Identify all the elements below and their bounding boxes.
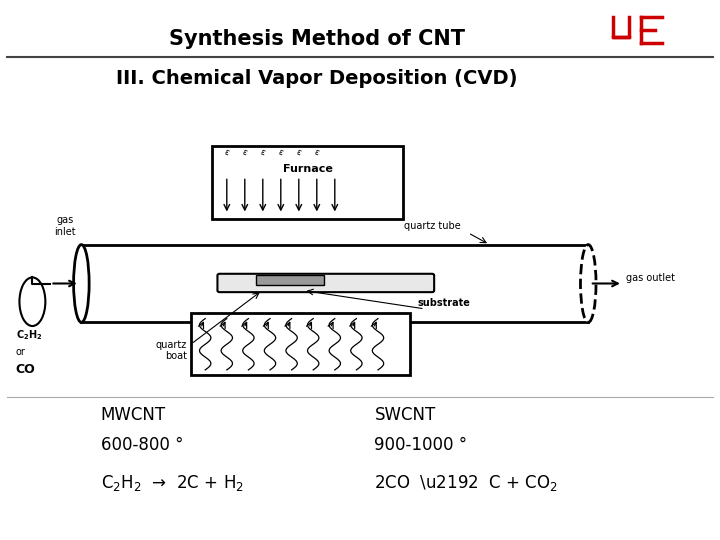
Bar (212, 146, 403, 219)
Text: 2CO  \u2192  C + $\mathregular{CO_2}$: 2CO \u2192 C + $\mathregular{CO_2}$ (374, 473, 558, 494)
Text: ε: ε (313, 147, 320, 157)
Ellipse shape (73, 245, 89, 322)
Text: 600-800 °: 600-800 ° (101, 436, 184, 455)
Text: gas
inlet: gas inlet (54, 215, 76, 237)
Text: gas outlet: gas outlet (626, 273, 675, 283)
Text: Furnace: Furnace (283, 164, 333, 174)
Text: $\mathregular{C_2H_2}$  →  2C + $\mathregular{H_2}$: $\mathregular{C_2H_2}$ → 2C + $\mathregu… (101, 473, 244, 494)
Text: ε: ε (295, 147, 302, 157)
FancyBboxPatch shape (217, 274, 434, 292)
Ellipse shape (19, 278, 45, 326)
Ellipse shape (580, 245, 596, 322)
Text: ε: ε (277, 147, 284, 157)
Text: $\mathregular{C_2H_2}$: $\mathregular{C_2H_2}$ (16, 328, 42, 342)
Text: substrate: substrate (418, 298, 470, 308)
Text: or: or (16, 347, 26, 357)
Text: quartz
boat: quartz boat (156, 340, 187, 361)
Text: quartz tube: quartz tube (404, 221, 460, 231)
Text: ε: ε (223, 147, 230, 157)
Text: SWCNT: SWCNT (374, 406, 436, 424)
Bar (191, 313, 410, 375)
Text: 900-1000 °: 900-1000 ° (374, 436, 467, 455)
Text: CO: CO (16, 363, 35, 376)
Text: ε: ε (241, 147, 248, 157)
Text: III. Chemical Vapor Deposition (CVD): III. Chemical Vapor Deposition (CVD) (116, 69, 518, 88)
Text: ε: ε (259, 147, 266, 157)
Text: MWCNT: MWCNT (101, 406, 166, 424)
Text: Synthesis Method of CNT: Synthesis Method of CNT (168, 29, 465, 49)
Bar (256, 275, 324, 285)
